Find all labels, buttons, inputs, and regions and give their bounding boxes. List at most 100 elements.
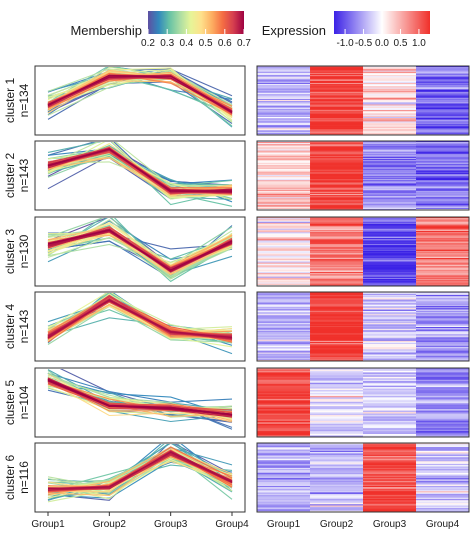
heatmap-cell (416, 144, 470, 146)
heatmap-cell (416, 253, 470, 255)
heatmap-cell (310, 112, 364, 114)
heatmap-cell (416, 312, 470, 314)
heatmap-cell (363, 404, 417, 407)
heatmap-cell (416, 179, 470, 181)
heatmap-cell (257, 306, 311, 309)
heatmap-cell (363, 358, 417, 361)
heatmap-cell (257, 174, 311, 177)
membership-legend-title: Membership (70, 23, 142, 38)
heatmap-cell (416, 121, 470, 123)
heatmap-cell (416, 307, 470, 310)
heatmap-cell (310, 336, 364, 338)
heatmap-cell (310, 429, 364, 432)
heatmap-cell (363, 143, 417, 145)
heatmap-cell (363, 231, 417, 233)
heatmap-cell (310, 162, 364, 164)
heatmap-cell (310, 205, 364, 208)
heatmap-cell (363, 144, 417, 146)
heatmap-cell (363, 128, 417, 130)
heatmap-cell (310, 345, 364, 347)
heatmap-cell (310, 482, 364, 484)
heatmap-cell (363, 232, 417, 234)
heatmap-cell (363, 489, 417, 492)
heatmap-cell (310, 484, 364, 487)
heatmap-cell (416, 72, 470, 75)
heatmap-cell (416, 182, 470, 184)
heatmap-cell (416, 122, 470, 125)
heatmap-cell (416, 341, 470, 344)
x-tick-label: Group3 (154, 519, 188, 530)
heatmap-cell (257, 67, 311, 69)
heatmap-cell (257, 239, 311, 241)
expression-heatmap-panel: Group1 Group2 Group3 Group4 (256, 65, 470, 530)
heatmap-cell (363, 72, 417, 75)
heatmap-cell (310, 508, 364, 510)
heatmap-cell (310, 452, 364, 454)
cluster-lines (47, 293, 233, 355)
heatmap-cell (257, 263, 311, 266)
heatmap-cell (310, 86, 364, 88)
heatmap-cell (363, 322, 417, 325)
heatmap-cell (363, 93, 417, 95)
heatmap-cell (310, 125, 364, 128)
heatmap-cell (363, 261, 417, 263)
heatmap-cell (257, 161, 311, 163)
heatmap-cell (416, 325, 470, 328)
heatmap-cell (257, 118, 311, 120)
heatmap-cell (363, 196, 417, 198)
heatmap-cell (416, 476, 470, 479)
heatmap-cell (416, 330, 470, 332)
heatmap-cell (363, 470, 417, 472)
heatmap-cell (310, 296, 364, 298)
heatmap-cell (310, 450, 364, 453)
heatmap-cell (416, 240, 470, 242)
heatmap-cell (363, 186, 417, 189)
membership-tick-label: 0.7 (237, 38, 251, 49)
heatmap-cell (257, 479, 311, 482)
heatmap-cell (310, 164, 364, 166)
heatmap-cell (416, 225, 470, 227)
heatmap-cell (310, 101, 364, 103)
heatmap-cell (310, 143, 364, 145)
heatmap-cell (257, 500, 311, 502)
heatmap-cell (363, 119, 417, 121)
heatmap-cell (310, 107, 364, 110)
heatmap-cell (257, 233, 311, 235)
heatmap-cell (257, 275, 311, 277)
heatmap-cell (416, 142, 470, 144)
heatmap-cell (363, 221, 417, 224)
heatmap-cell (416, 146, 470, 148)
heatmap-cell (363, 270, 417, 273)
heatmap-cell (416, 170, 470, 173)
heatmap-cell (310, 443, 364, 445)
heatmap-cell (416, 340, 470, 343)
heatmap-cell (257, 459, 311, 462)
heatmap-cell (416, 129, 470, 131)
heatmap-cell (310, 324, 364, 327)
heatmap-cell (310, 332, 364, 334)
heatmap-cell (310, 327, 364, 329)
heatmap-cell (310, 292, 364, 294)
heatmap-cell (416, 229, 470, 232)
heatmap-cell (257, 342, 311, 345)
heatmap-cell (363, 320, 417, 323)
heatmap-cell (416, 480, 470, 483)
heatmap-cell (416, 387, 470, 389)
heatmap-cell (257, 358, 311, 361)
heatmap-cell (310, 121, 364, 123)
heatmap-cell (310, 268, 364, 270)
cluster-size-label: n=116 (17, 461, 31, 494)
heatmap-cell (257, 183, 311, 185)
heatmap-cell (310, 253, 364, 255)
heatmap-cell (416, 123, 470, 126)
heatmap-cell (310, 161, 364, 163)
profile-x-axis: Group1 Group2 Group3 Group4 (31, 512, 249, 530)
heatmap-cell (416, 322, 470, 325)
heatmap-cell (416, 165, 470, 167)
heatmap-cell (363, 178, 417, 180)
heatmap-cell (310, 217, 364, 219)
heatmap-cell (310, 435, 364, 438)
heatmap-cell (310, 247, 364, 249)
heatmap-cell (310, 127, 364, 129)
heatmap-cell (257, 328, 311, 330)
